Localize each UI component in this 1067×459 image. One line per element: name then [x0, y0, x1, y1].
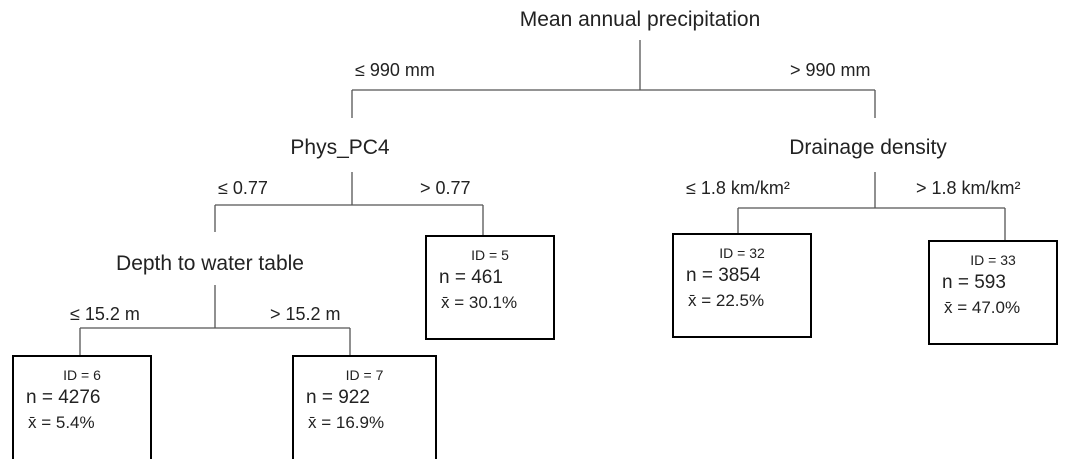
branch-label: > 1.8 km/km²	[916, 178, 1021, 198]
leaf-n: n = 593	[942, 272, 1006, 293]
leaf-box: ID = 32 n = 3854 x̄ = 22.5%	[672, 233, 812, 338]
leaf-id: ID = 32	[719, 245, 765, 261]
branch-label: > 990 mm	[790, 60, 871, 80]
leaf-id: ID = 5	[471, 247, 509, 263]
leaf-id: ID = 7	[345, 367, 384, 383]
leaf-mean: x̄ = 47.0%	[944, 298, 1021, 317]
leaf-box: ID = 7 n = 922 x̄ = 16.9%	[292, 355, 437, 459]
branch-label: ≤ 990 mm	[355, 60, 435, 80]
edge	[79, 285, 351, 355]
branch-label: ≤ 1.8 km/km²	[686, 178, 790, 198]
leaf-id: ID = 33	[970, 252, 1016, 268]
branch-label: ≤ 15.2 m	[70, 304, 140, 324]
split-label: Depth to water table	[116, 252, 304, 275]
leaf-mean: x̄ = 22.5%	[688, 291, 765, 310]
edge	[351, 40, 876, 118]
split-label: Phys_PC4	[290, 136, 390, 159]
leaf-box: ID = 6 n = 4276 x̄ = 5.4%	[12, 355, 152, 459]
leaf-n: n = 461	[439, 267, 503, 288]
leaf-mean: x̄ = 16.9%	[308, 413, 385, 432]
branch-label: ≤ 0.77	[218, 178, 268, 198]
leaf-n: n = 4276	[26, 387, 101, 408]
edge	[214, 172, 484, 235]
branch-label: > 15.2 m	[270, 304, 341, 324]
leaf-box: ID = 33 n = 593 x̄ = 47.0%	[928, 240, 1058, 345]
leaf-mean: x̄ = 5.4%	[28, 413, 95, 432]
leaf-n: n = 922	[306, 387, 370, 408]
split-label: Mean annual precipitation	[519, 8, 761, 31]
split-label: Drainage density	[789, 136, 947, 159]
branch-label: > 0.77	[420, 178, 471, 198]
leaf-id: ID = 6	[63, 367, 101, 383]
leaf-mean: x̄ = 30.1%	[441, 293, 518, 312]
edge	[737, 172, 1006, 240]
leaf-n: n = 3854	[686, 265, 761, 286]
leaf-box: ID = 5 n = 461 x̄ = 30.1%	[425, 235, 555, 340]
